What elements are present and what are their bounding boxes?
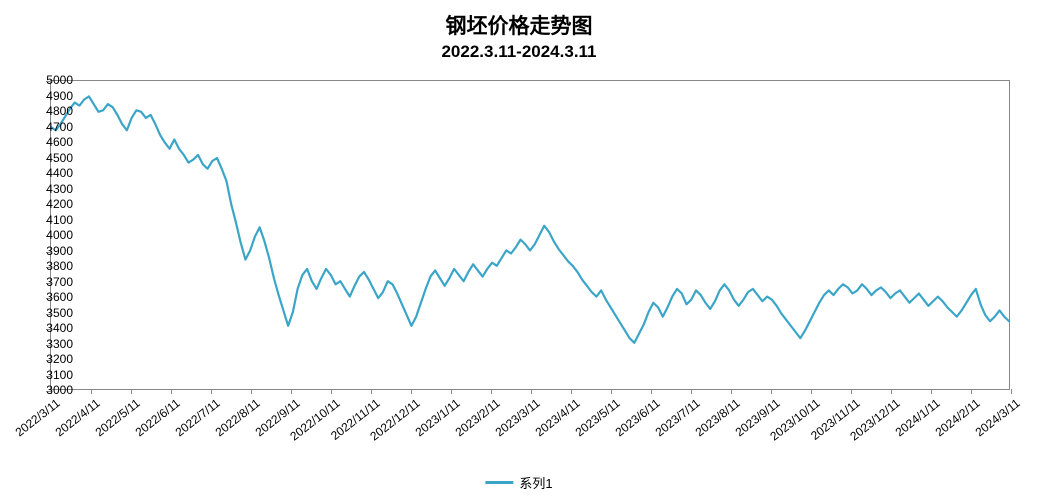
- x-tick-mark: [691, 389, 692, 394]
- x-tick-mark: [971, 389, 972, 394]
- x-tick-mark: [171, 389, 172, 394]
- x-tick-mark: [571, 389, 572, 394]
- price-line: [51, 96, 1009, 342]
- x-tick-mark: [651, 389, 652, 394]
- y-tick-label: 3300: [33, 337, 73, 351]
- y-tick-label: 4700: [33, 120, 73, 134]
- y-tick-label: 3500: [33, 306, 73, 320]
- y-tick-label: 3700: [33, 275, 73, 289]
- legend-swatch: [485, 481, 513, 484]
- x-tick-mark: [931, 389, 932, 394]
- chart-legend: 系列1: [485, 473, 552, 492]
- x-tick-mark: [211, 389, 212, 394]
- y-tick-label: 4500: [33, 151, 73, 165]
- y-tick-label: 3400: [33, 321, 73, 335]
- y-tick-label: 4800: [33, 104, 73, 118]
- x-tick-mark: [531, 389, 532, 394]
- x-tick-mark: [851, 389, 852, 394]
- x-tick-mark: [251, 389, 252, 394]
- x-tick-label: 2023/1/11: [413, 396, 463, 439]
- x-tick-mark: [411, 389, 412, 394]
- chart-subtitle: 2022.3.11-2024.3.11: [0, 40, 1038, 62]
- y-tick-label: 3000: [33, 383, 73, 397]
- y-tick-label: 4300: [33, 182, 73, 196]
- y-tick-label: 3100: [33, 368, 73, 382]
- y-tick-label: 4100: [33, 213, 73, 227]
- chart-plot-area: [50, 80, 1010, 390]
- y-tick-label: 4600: [33, 135, 73, 149]
- x-tick-label: 2024/1/11: [893, 396, 943, 439]
- chart-title: 钢坯价格走势图: [0, 0, 1038, 40]
- line-series-svg: [51, 81, 1009, 389]
- y-tick-label: 5000: [33, 73, 73, 87]
- x-tick-mark: [371, 389, 372, 394]
- x-tick-mark: [611, 389, 612, 394]
- legend-label: 系列1: [519, 473, 552, 492]
- x-tick-mark: [891, 389, 892, 394]
- x-tick-mark: [451, 389, 452, 394]
- y-tick-label: 3200: [33, 352, 73, 366]
- x-tick-mark: [811, 389, 812, 394]
- x-tick-mark: [91, 389, 92, 394]
- y-tick-label: 4400: [33, 166, 73, 180]
- y-tick-label: 3600: [33, 290, 73, 304]
- y-tick-label: 3800: [33, 259, 73, 273]
- x-tick-mark: [771, 389, 772, 394]
- x-tick-mark: [731, 389, 732, 394]
- x-tick-mark: [491, 389, 492, 394]
- y-tick-label: 4900: [33, 89, 73, 103]
- x-tick-mark: [1011, 389, 1012, 394]
- x-tick-mark: [331, 389, 332, 394]
- x-tick-mark: [131, 389, 132, 394]
- y-tick-label: 3900: [33, 244, 73, 258]
- y-tick-label: 4000: [33, 228, 73, 242]
- x-tick-label: 2022/3/11: [13, 396, 63, 439]
- x-tick-mark: [291, 389, 292, 394]
- y-tick-label: 4200: [33, 197, 73, 211]
